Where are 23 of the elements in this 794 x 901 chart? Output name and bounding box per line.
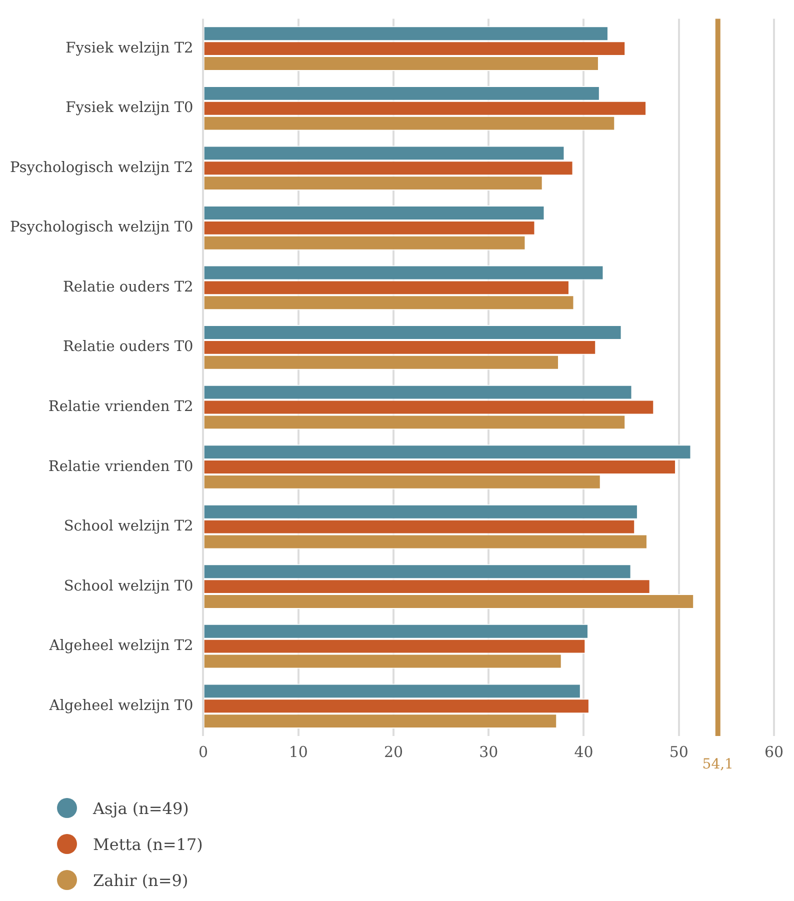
y-tick-label: School welzijn T0 <box>64 578 194 594</box>
y-tick-label: Relatie vrienden T2 <box>48 399 194 416</box>
y-tick-label: School welzijn T2 <box>64 518 194 535</box>
y-tick-label: Relatie ouders T0 <box>62 339 194 356</box>
y-tick-label: Algeheel welzijn T0 <box>48 698 194 714</box>
y-tick-label: Fysiek welzijn T0 <box>66 100 194 116</box>
x-tick-label: 40 <box>574 742 594 761</box>
legend-label: Metta (n=17) <box>93 834 203 854</box>
x-tick-label: 20 <box>384 742 404 761</box>
x-tick-label: 50 <box>669 742 688 761</box>
y-tick-label: Relatie ouders T2 <box>62 279 194 296</box>
x-tick-label: 30 <box>479 742 498 761</box>
x-tick-label: 60 <box>764 742 784 761</box>
y-tick-label: Algeheel welzijn T2 <box>48 638 194 654</box>
y-tick-label: Psychologisch welzijn T2 <box>10 160 194 176</box>
x-tick-label: 0 <box>198 742 208 761</box>
y-tick-label: Relatie vrienden T0 <box>48 458 194 475</box>
legend-label: Asja (n=49) <box>93 798 189 818</box>
legend-label: Zahir (n=9) <box>93 870 188 890</box>
y-tick-label: Psychologisch welzijn T0 <box>10 220 194 236</box>
ref-line-label: 54,1 <box>702 756 734 773</box>
y-tick-label: Fysiek welzijn T2 <box>66 40 194 56</box>
x-tick-label: 10 <box>288 742 308 761</box>
